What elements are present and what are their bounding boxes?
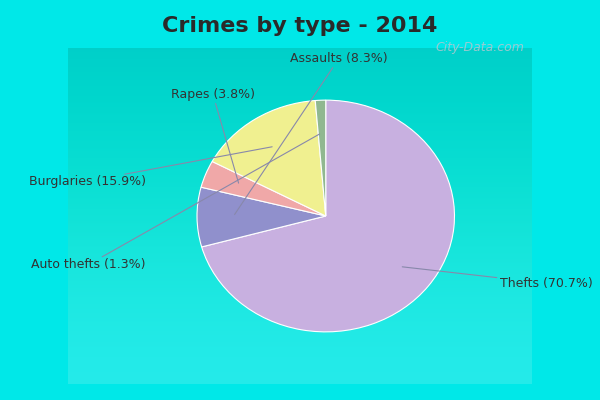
Text: Thefts (70.7%): Thefts (70.7%) xyxy=(402,267,592,290)
Text: Assaults (8.3%): Assaults (8.3%) xyxy=(235,52,388,214)
Text: Rapes (3.8%): Rapes (3.8%) xyxy=(171,88,255,183)
Text: Burglaries (15.9%): Burglaries (15.9%) xyxy=(29,147,272,188)
Text: City-Data.com: City-Data.com xyxy=(436,42,524,54)
Wedge shape xyxy=(202,100,454,332)
Wedge shape xyxy=(201,162,326,216)
Text: Crimes by type - 2014: Crimes by type - 2014 xyxy=(163,16,437,36)
Text: Auto thefts (1.3%): Auto thefts (1.3%) xyxy=(31,134,320,271)
Wedge shape xyxy=(315,100,326,216)
Wedge shape xyxy=(197,187,326,247)
Wedge shape xyxy=(212,100,326,216)
